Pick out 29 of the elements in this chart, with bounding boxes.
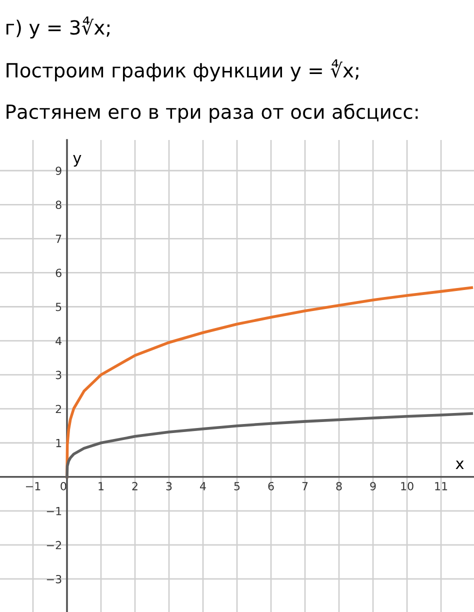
text: Растянем его в три раза от оси абсцисс: xyxy=(6,104,418,123)
x-tick-label: 8 xyxy=(336,482,342,490)
x-tick-label: 5 xyxy=(234,482,240,490)
x-tick-label: 11 xyxy=(435,482,448,490)
y-tick-label: 5 xyxy=(56,302,62,312)
y-tick-label: −2 xyxy=(46,540,62,550)
y-tick-label: −1 xyxy=(46,507,62,516)
y-tick-label: −3 xyxy=(46,574,62,584)
y-tick-label: 9 xyxy=(56,166,62,176)
x-axis-title: x xyxy=(456,460,464,469)
x-tick-label: −1 xyxy=(26,482,40,490)
x-tick-label: 7 xyxy=(302,482,308,490)
x-tick-label: 9 xyxy=(370,482,376,490)
y-tick-label: 3 xyxy=(56,370,62,380)
y-tick-label: 2 xyxy=(56,404,62,414)
y-tick-label: 1 xyxy=(56,438,62,448)
chart-title: г) y = 3∜x; xyxy=(6,16,110,39)
y-axis-title: y xyxy=(73,155,82,167)
x-tick-label: 10 xyxy=(401,482,414,490)
y-tick-label: 4 xyxy=(56,336,62,345)
x-tick-label: 2 xyxy=(132,482,138,490)
x-tick-label: 1 xyxy=(98,482,104,490)
y-tick-label: 6 xyxy=(56,268,62,278)
chart-subtitle: Построим график функции y = ∜x; xyxy=(6,59,358,82)
y-tick-label: 7 xyxy=(56,234,62,243)
y-tick-label: 8 xyxy=(56,200,62,210)
x-tick-label: 6 xyxy=(268,482,274,490)
x-tick-label: 3 xyxy=(166,482,172,490)
x-tick-label: 4 xyxy=(200,482,206,490)
